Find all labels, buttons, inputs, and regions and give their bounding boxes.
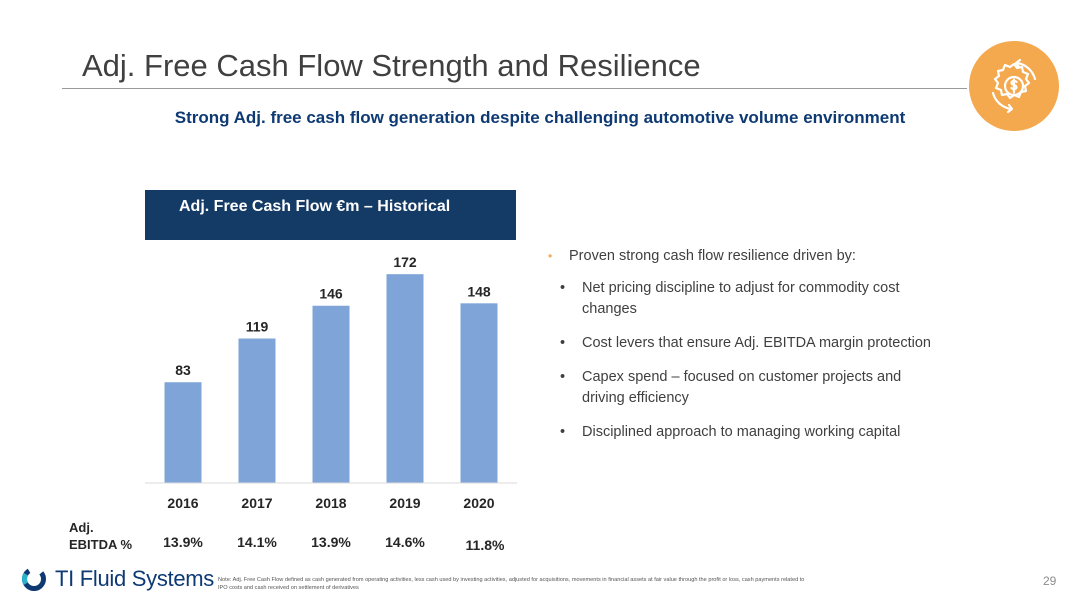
bullet-dot-icon: •: [560, 369, 566, 385]
tick-label-2018: 2018: [315, 495, 346, 511]
page-number: 29: [1043, 574, 1057, 588]
sub-bullet-text: Net pricing discipline to adjust for com…: [582, 280, 900, 296]
sub-bullet-text: changes: [582, 301, 637, 317]
company-logo: TI Fluid Systems: [21, 563, 215, 595]
ebitda-label: Adj. EBITDA %: [69, 519, 132, 553]
sub-bullet-item: • Disciplined approach to managing workin…: [548, 422, 968, 443]
ebitda-label-line2: EBITDA %: [69, 537, 133, 552]
bullet-list: • Proven strong cash flow resilience dri…: [548, 248, 968, 456]
ebitda-value-2017: 14.1%: [237, 534, 277, 550]
cash-cycle-gear-icon: [969, 41, 1059, 131]
page-subtitle: Strong Adj. free cash flow generation de…: [174, 108, 906, 127]
sub-bullet-item: • Capex spend – focused on customer proje…: [548, 367, 968, 409]
main-bullet-text: Proven strong cash flow resilience drive…: [569, 248, 856, 264]
footnote: Note: Adj. Free Cash Flow defined as cas…: [218, 576, 938, 592]
sub-bullet-text: Capex spend – focused on customer projec…: [582, 369, 902, 385]
bar-2017: [238, 338, 276, 483]
ti-logo-icon: [22, 567, 46, 591]
data-label-2020: 148: [467, 283, 491, 299]
ebitda-value-2016: 13.9%: [163, 534, 203, 550]
bullet-dot-icon: •: [560, 424, 566, 440]
data-label-2019: 172: [393, 254, 417, 270]
sub-bullet-text: driving efficiency: [582, 390, 689, 406]
sub-bullet-text: Disciplined approach to managing working…: [582, 424, 901, 440]
bar-2018: [312, 305, 350, 483]
ebitda-label-line1: Adj.: [69, 520, 94, 535]
sub-bullet-item: • Net pricing discipline to adjust for co…: [548, 278, 968, 320]
ebitda-value-2018: 13.9%: [311, 534, 351, 550]
tick-label-2016: 2016: [167, 495, 198, 511]
footnote-line1: Note: Adj. Free Cash Flow defined as cas…: [218, 577, 805, 583]
orange-bullet-icon: •: [548, 249, 553, 263]
chart-header: Adj. Free Cash Flow €m – Historical: [145, 190, 516, 240]
ebitda-value-2020: 11.8%: [465, 537, 505, 553]
bullet-dot-icon: •: [560, 280, 566, 296]
sub-bullet-item: • Cost levers that ensure Adj. EBITDA mar…: [548, 333, 968, 354]
sub-bullets: • Net pricing discipline to adjust for co…: [548, 278, 968, 443]
ebitda-value-2019: 14.6%: [385, 534, 425, 550]
sub-bullet-text: Cost levers that ensure Adj. EBITDA marg…: [582, 335, 931, 351]
bar-2019: [386, 274, 424, 483]
tick-label-2017: 2017: [241, 495, 272, 511]
logo-text: TI Fluid Systems: [55, 566, 215, 591]
tick-label-2020: 2020: [463, 495, 494, 511]
main-bullet: • Proven strong cash flow resilience dri…: [548, 248, 968, 264]
data-label-2017: 119: [246, 319, 269, 335]
data-label-2016: 83: [175, 362, 191, 378]
data-label-2018: 146: [319, 286, 343, 302]
bar-2020: [460, 303, 498, 483]
footnote-line2: IPO costs and cash received on settlemen…: [218, 585, 359, 591]
page-title: Adj. Free Cash Flow Strength and Resilie…: [82, 48, 701, 83]
tick-label-2019: 2019: [389, 495, 420, 511]
title-divider: [62, 88, 967, 89]
bullet-dot-icon: •: [560, 335, 566, 351]
bar-chart: 83 2016 119 2017 146 2018 172 2019 148 2020: [145, 254, 517, 511]
bar-2016: [164, 382, 202, 483]
